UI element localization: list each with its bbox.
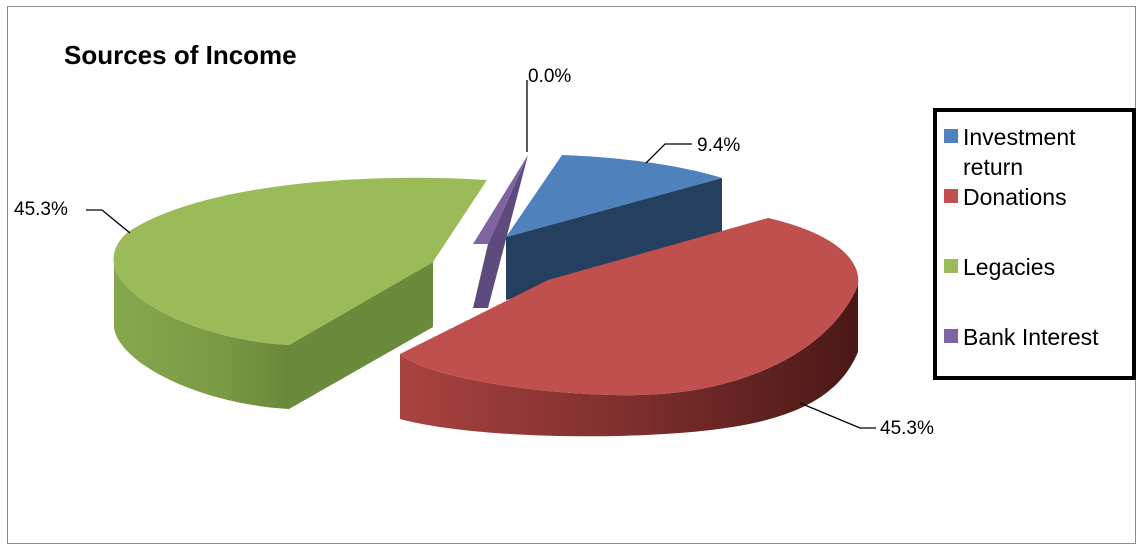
leader-line <box>645 143 692 164</box>
legend-swatch <box>944 329 958 343</box>
legend-item-bank-interest: Bank Interest <box>944 322 1133 352</box>
donations-slice-top <box>400 218 859 396</box>
legend-item-donations: Donations <box>944 182 1133 212</box>
data-label-donations: 45.3% <box>880 418 934 439</box>
legacies-slice-cut-face <box>289 262 433 409</box>
legend-swatch <box>944 189 958 203</box>
legacies-slice-top <box>113 177 487 345</box>
bank-interest-slice-top <box>473 155 528 244</box>
legend-label: Donations <box>963 184 1067 210</box>
legend-swatch <box>944 129 958 143</box>
legend-swatch <box>944 259 958 273</box>
data-label-bank-interest: 0.0% <box>528 66 571 87</box>
investment-return-slice-side <box>506 178 722 300</box>
chart-title: Sources of Income <box>64 40 297 70</box>
legend-item-investment-return: Investment return <box>944 122 1133 182</box>
bank-interest-slice-side <box>473 155 528 308</box>
legend: Investment return Donations Legacies Ban… <box>933 108 1136 380</box>
legacies-slice-side <box>114 264 289 409</box>
investment-return-slice-top <box>506 155 722 237</box>
data-label-investment-return: 9.4% <box>697 135 740 156</box>
legend-item-legacies: Legacies <box>944 252 1133 282</box>
leader-line <box>86 209 131 234</box>
legend-label: Bank Interest <box>963 324 1099 350</box>
donations-slice-side <box>400 285 858 437</box>
leader-line <box>799 402 876 429</box>
legend-label: Investment return <box>963 124 1076 180</box>
legend-label: Legacies <box>963 254 1056 280</box>
data-label-legacies: 45.3% <box>14 199 68 220</box>
